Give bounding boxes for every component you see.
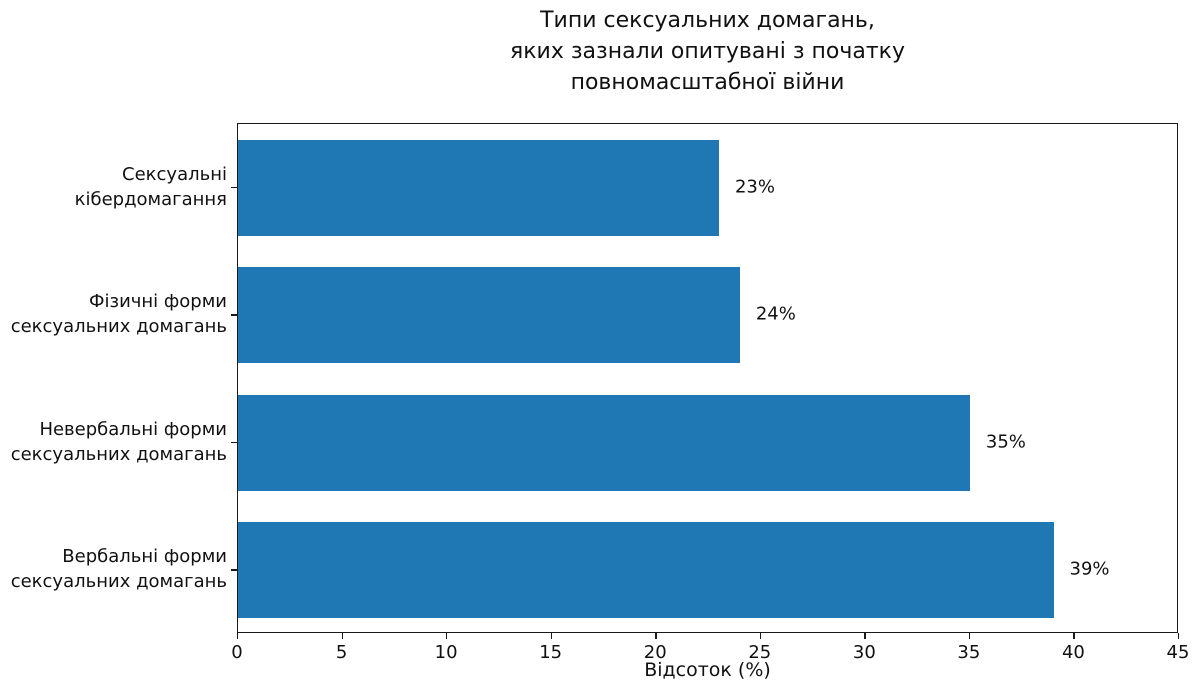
x-tick-label: 10 [434, 642, 458, 663]
x-tick-mark [968, 633, 971, 639]
x-tick-mark [341, 633, 343, 639]
x-tick-label: 45 [1166, 642, 1190, 663]
x-tick-mark [1073, 633, 1075, 639]
y-tick-mark [231, 441, 237, 444]
y-tick-mark [231, 186, 237, 189]
bar-value-label: 39% [1069, 558, 1110, 580]
x-tick-mark [759, 633, 762, 639]
x-tick-label: 40 [1061, 642, 1085, 663]
y-axis-category-label: Невербальні форми сексуальних домагань [10, 418, 227, 465]
y-tick-mark [231, 569, 237, 571]
bar-value-label: 24% [755, 303, 796, 325]
chart-title: Типи сексуальних домагань, яких зазнали … [510, 8, 905, 95]
x-tick-label: 35 [957, 642, 981, 663]
x-tick-mark [1178, 633, 1180, 639]
x-tick-label: 20 [643, 642, 667, 663]
y-axis-category-label: Сексуальні кібердомагання [74, 163, 227, 210]
x-tick-label: 0 [231, 642, 243, 663]
y-axis-category-label: Фізичні форми сексуальних домагань [10, 291, 227, 338]
bar [238, 394, 970, 491]
x-tick-mark [237, 633, 239, 639]
bar-value-label: 23% [734, 176, 775, 198]
x-tick-label: 25 [748, 642, 772, 663]
y-tick-mark [231, 314, 237, 316]
x-tick-mark [655, 633, 657, 639]
x-tick-mark [446, 633, 448, 639]
bar-value-label: 35% [985, 431, 1026, 453]
y-axis-category-label: Вербальні форми сексуальних домагань [10, 546, 227, 593]
x-tick-label: 30 [852, 642, 876, 663]
bar [238, 522, 1054, 619]
x-tick-mark [864, 633, 866, 639]
bar [238, 267, 740, 364]
x-axis-label: Відсоток (%) [644, 659, 771, 681]
plot-area [237, 123, 1178, 633]
x-tick-label: 5 [335, 642, 348, 663]
x-tick-mark [550, 633, 552, 639]
x-tick-label: 15 [539, 642, 563, 663]
bar [238, 139, 719, 236]
